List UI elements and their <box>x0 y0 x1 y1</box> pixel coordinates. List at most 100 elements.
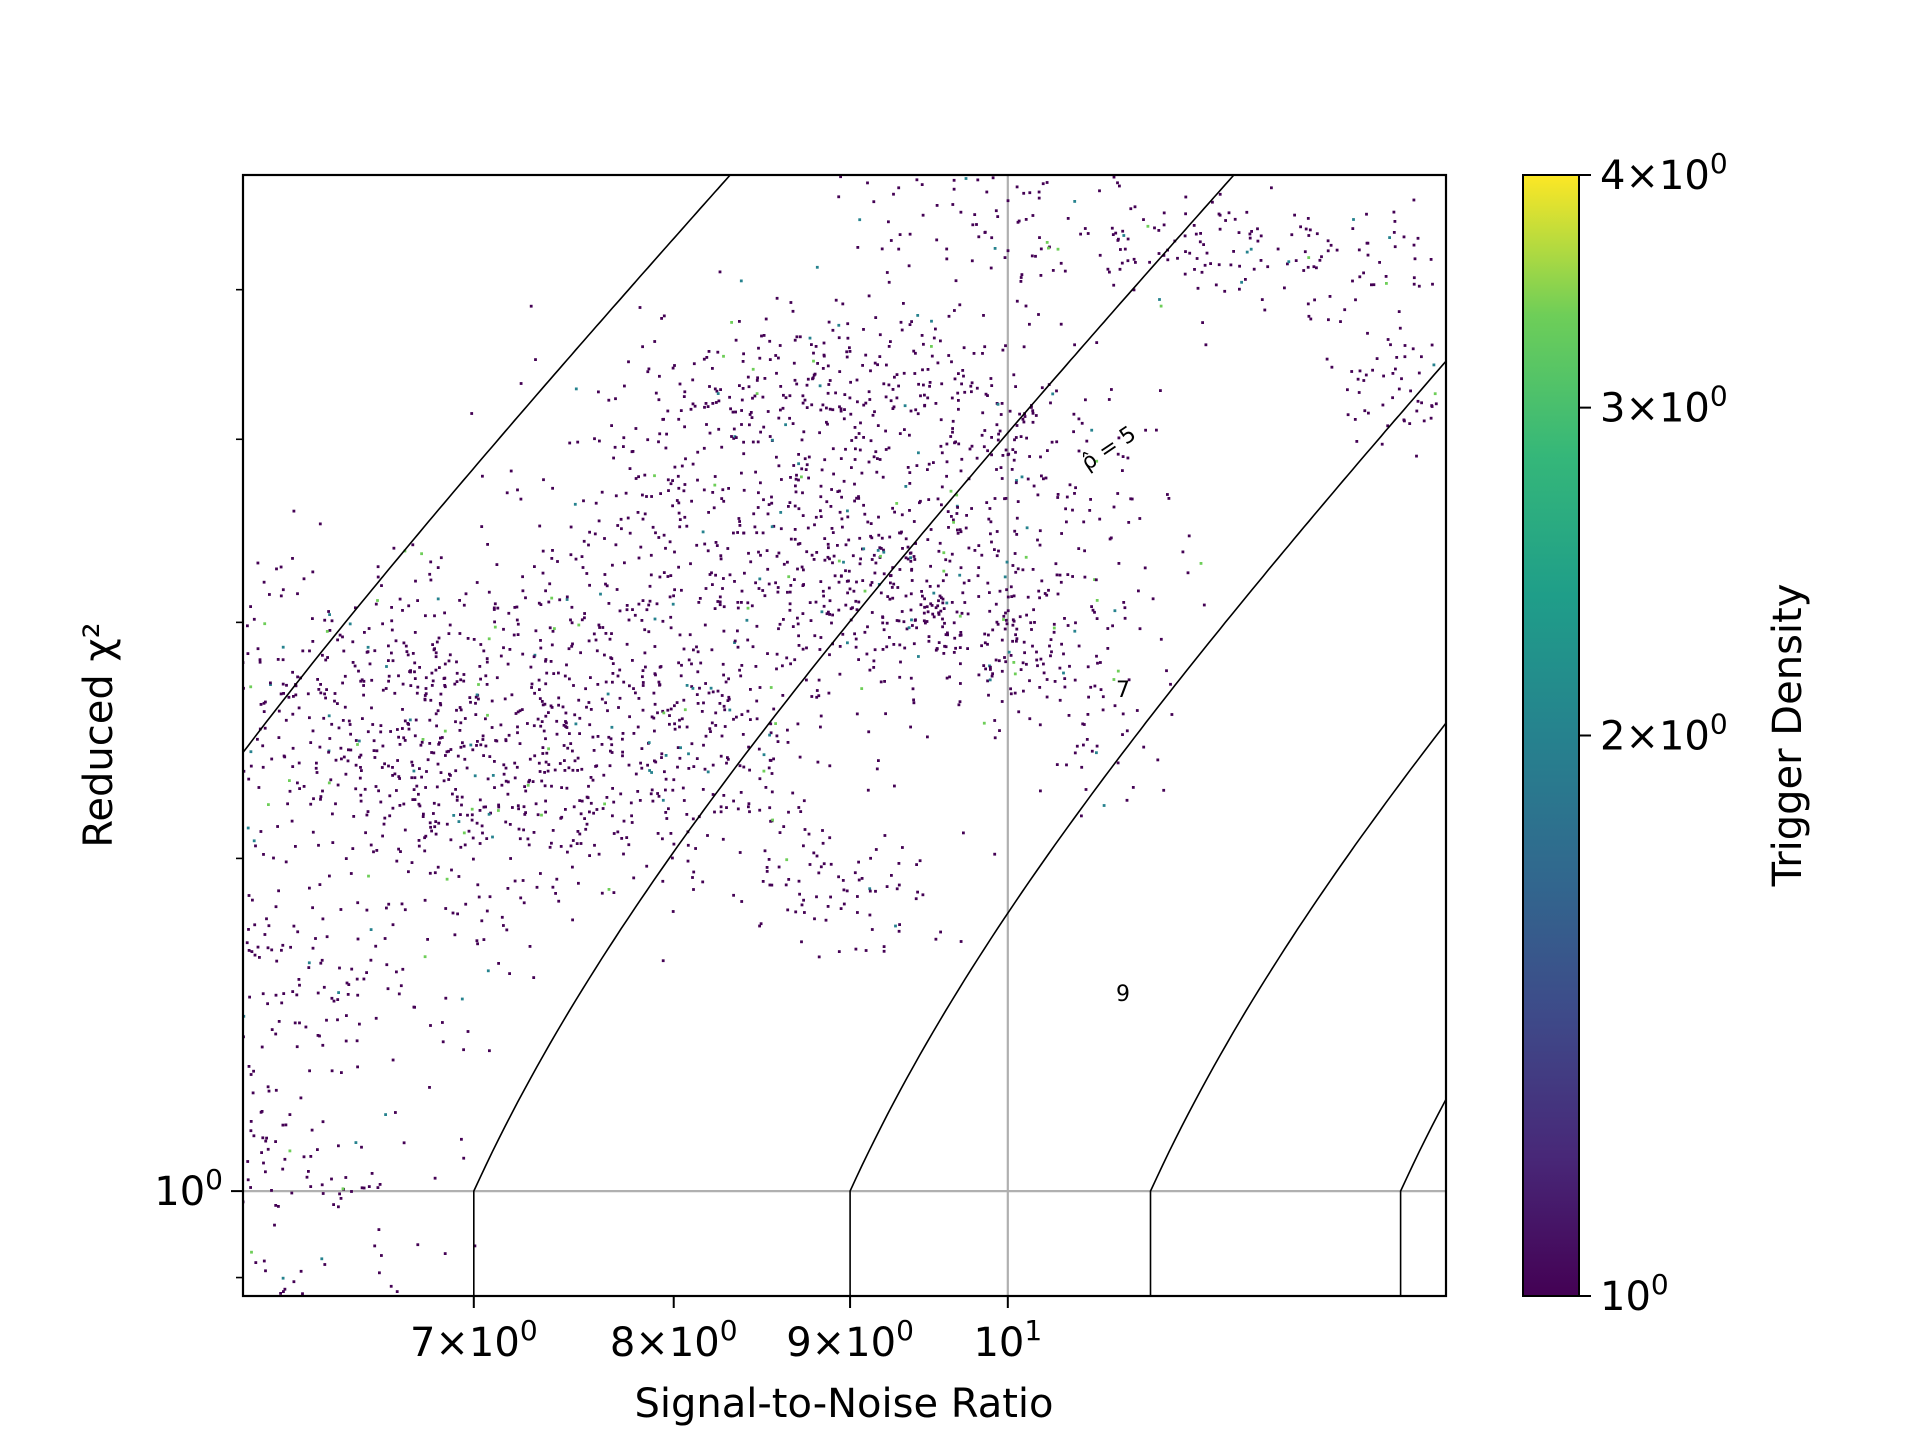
scatter-point <box>989 266 993 270</box>
scatter-point <box>815 695 819 699</box>
scatter-point <box>967 579 971 582</box>
scatter-point <box>915 464 919 467</box>
scatter-point <box>1048 644 1051 648</box>
scatter-point <box>284 718 288 722</box>
scatter-point <box>613 445 617 449</box>
scatter-point <box>355 1039 359 1043</box>
scatter-point <box>868 889 872 893</box>
scatter-point <box>865 652 869 656</box>
scatter-point <box>600 490 604 494</box>
scatter-point <box>782 393 785 397</box>
scatter-point <box>708 385 711 388</box>
scatter-point <box>769 731 773 735</box>
scatter-point <box>588 810 591 814</box>
scatter-point <box>997 549 1000 553</box>
scatter-point <box>1312 265 1316 269</box>
scatter-point <box>428 718 432 722</box>
scatter-point <box>986 394 989 397</box>
scatter-point <box>872 666 876 669</box>
scatter-point <box>821 367 825 370</box>
scatter-point <box>508 972 511 975</box>
scatter-point <box>1085 439 1089 443</box>
scatter-point <box>646 370 650 374</box>
scatter-point <box>647 630 651 634</box>
scatter-point <box>944 633 948 636</box>
scatter-point <box>975 386 979 390</box>
scatter-point <box>1075 744 1079 748</box>
scatter-point <box>341 719 345 722</box>
scatter-point <box>844 447 847 451</box>
scatter-point <box>1023 651 1026 655</box>
scatter-point <box>1032 608 1035 612</box>
scatter-point <box>658 575 662 579</box>
scatter-point <box>450 868 453 872</box>
scatter-point <box>291 765 295 768</box>
scatter-point <box>819 725 822 729</box>
scatter-point <box>293 1021 297 1025</box>
scatter-point <box>410 760 414 764</box>
scatter-point <box>738 524 742 527</box>
scatter-point <box>948 675 951 679</box>
scatter-point <box>646 763 649 767</box>
scatter-point <box>839 907 843 910</box>
scatter-point <box>767 503 771 506</box>
scatter-point <box>943 644 946 648</box>
scatter-point <box>728 573 732 577</box>
scatter-point <box>1367 411 1370 415</box>
scatter-point <box>1224 219 1227 222</box>
scatter-point <box>1417 284 1421 288</box>
scatter-point <box>308 649 311 653</box>
scatter-point <box>935 238 939 242</box>
scatter-point <box>960 611 964 615</box>
scatter-point <box>272 856 275 860</box>
scatter-point <box>1422 419 1426 423</box>
scatter-point <box>542 478 545 482</box>
scatter-point <box>769 759 773 762</box>
scatter-point <box>1038 723 1042 727</box>
scatter-point <box>564 808 567 811</box>
scatter-point <box>885 621 889 625</box>
scatter-point <box>1045 678 1049 681</box>
scatter-point <box>431 679 435 683</box>
scatter-point <box>807 476 810 480</box>
scatter-point <box>434 832 438 836</box>
colorbar-tick-label: 2×100 <box>1600 708 1728 760</box>
scatter-point <box>683 483 687 486</box>
scatter-point <box>391 766 394 769</box>
scatter-point <box>360 1186 364 1190</box>
scatter-point <box>677 417 681 421</box>
scatter-point <box>295 993 299 997</box>
scatter-point <box>527 843 531 847</box>
scatter-point <box>493 760 496 763</box>
scatter-point <box>453 933 457 937</box>
scatter-point <box>796 567 799 571</box>
scatter-point <box>1101 695 1105 699</box>
scatter-point <box>279 594 283 598</box>
scatter-point <box>977 673 981 677</box>
scatter-point <box>1304 227 1308 231</box>
scatter-point <box>556 560 559 563</box>
scatter-point <box>719 810 723 814</box>
scatter-point <box>846 591 849 595</box>
scatter-point <box>474 695 478 699</box>
scatter-point <box>510 693 514 697</box>
scatter-point <box>795 335 799 339</box>
scatter-point <box>892 582 896 586</box>
scatter-point <box>469 743 473 747</box>
scatter-point <box>506 662 510 666</box>
scatter-point <box>826 391 830 395</box>
scatter-point <box>413 776 417 780</box>
scatter-point <box>990 453 993 457</box>
scatter-point <box>332 1203 335 1206</box>
scatter-point <box>793 378 797 382</box>
scatter-point <box>870 536 874 540</box>
scatter-point <box>254 1261 258 1264</box>
scatter-point <box>897 186 901 190</box>
scatter-point <box>673 722 676 726</box>
scatter-point <box>292 1280 296 1284</box>
scatter-point <box>698 686 701 690</box>
scatter-point <box>544 760 548 764</box>
scatter-point <box>509 857 512 860</box>
scatter-point <box>484 744 488 748</box>
